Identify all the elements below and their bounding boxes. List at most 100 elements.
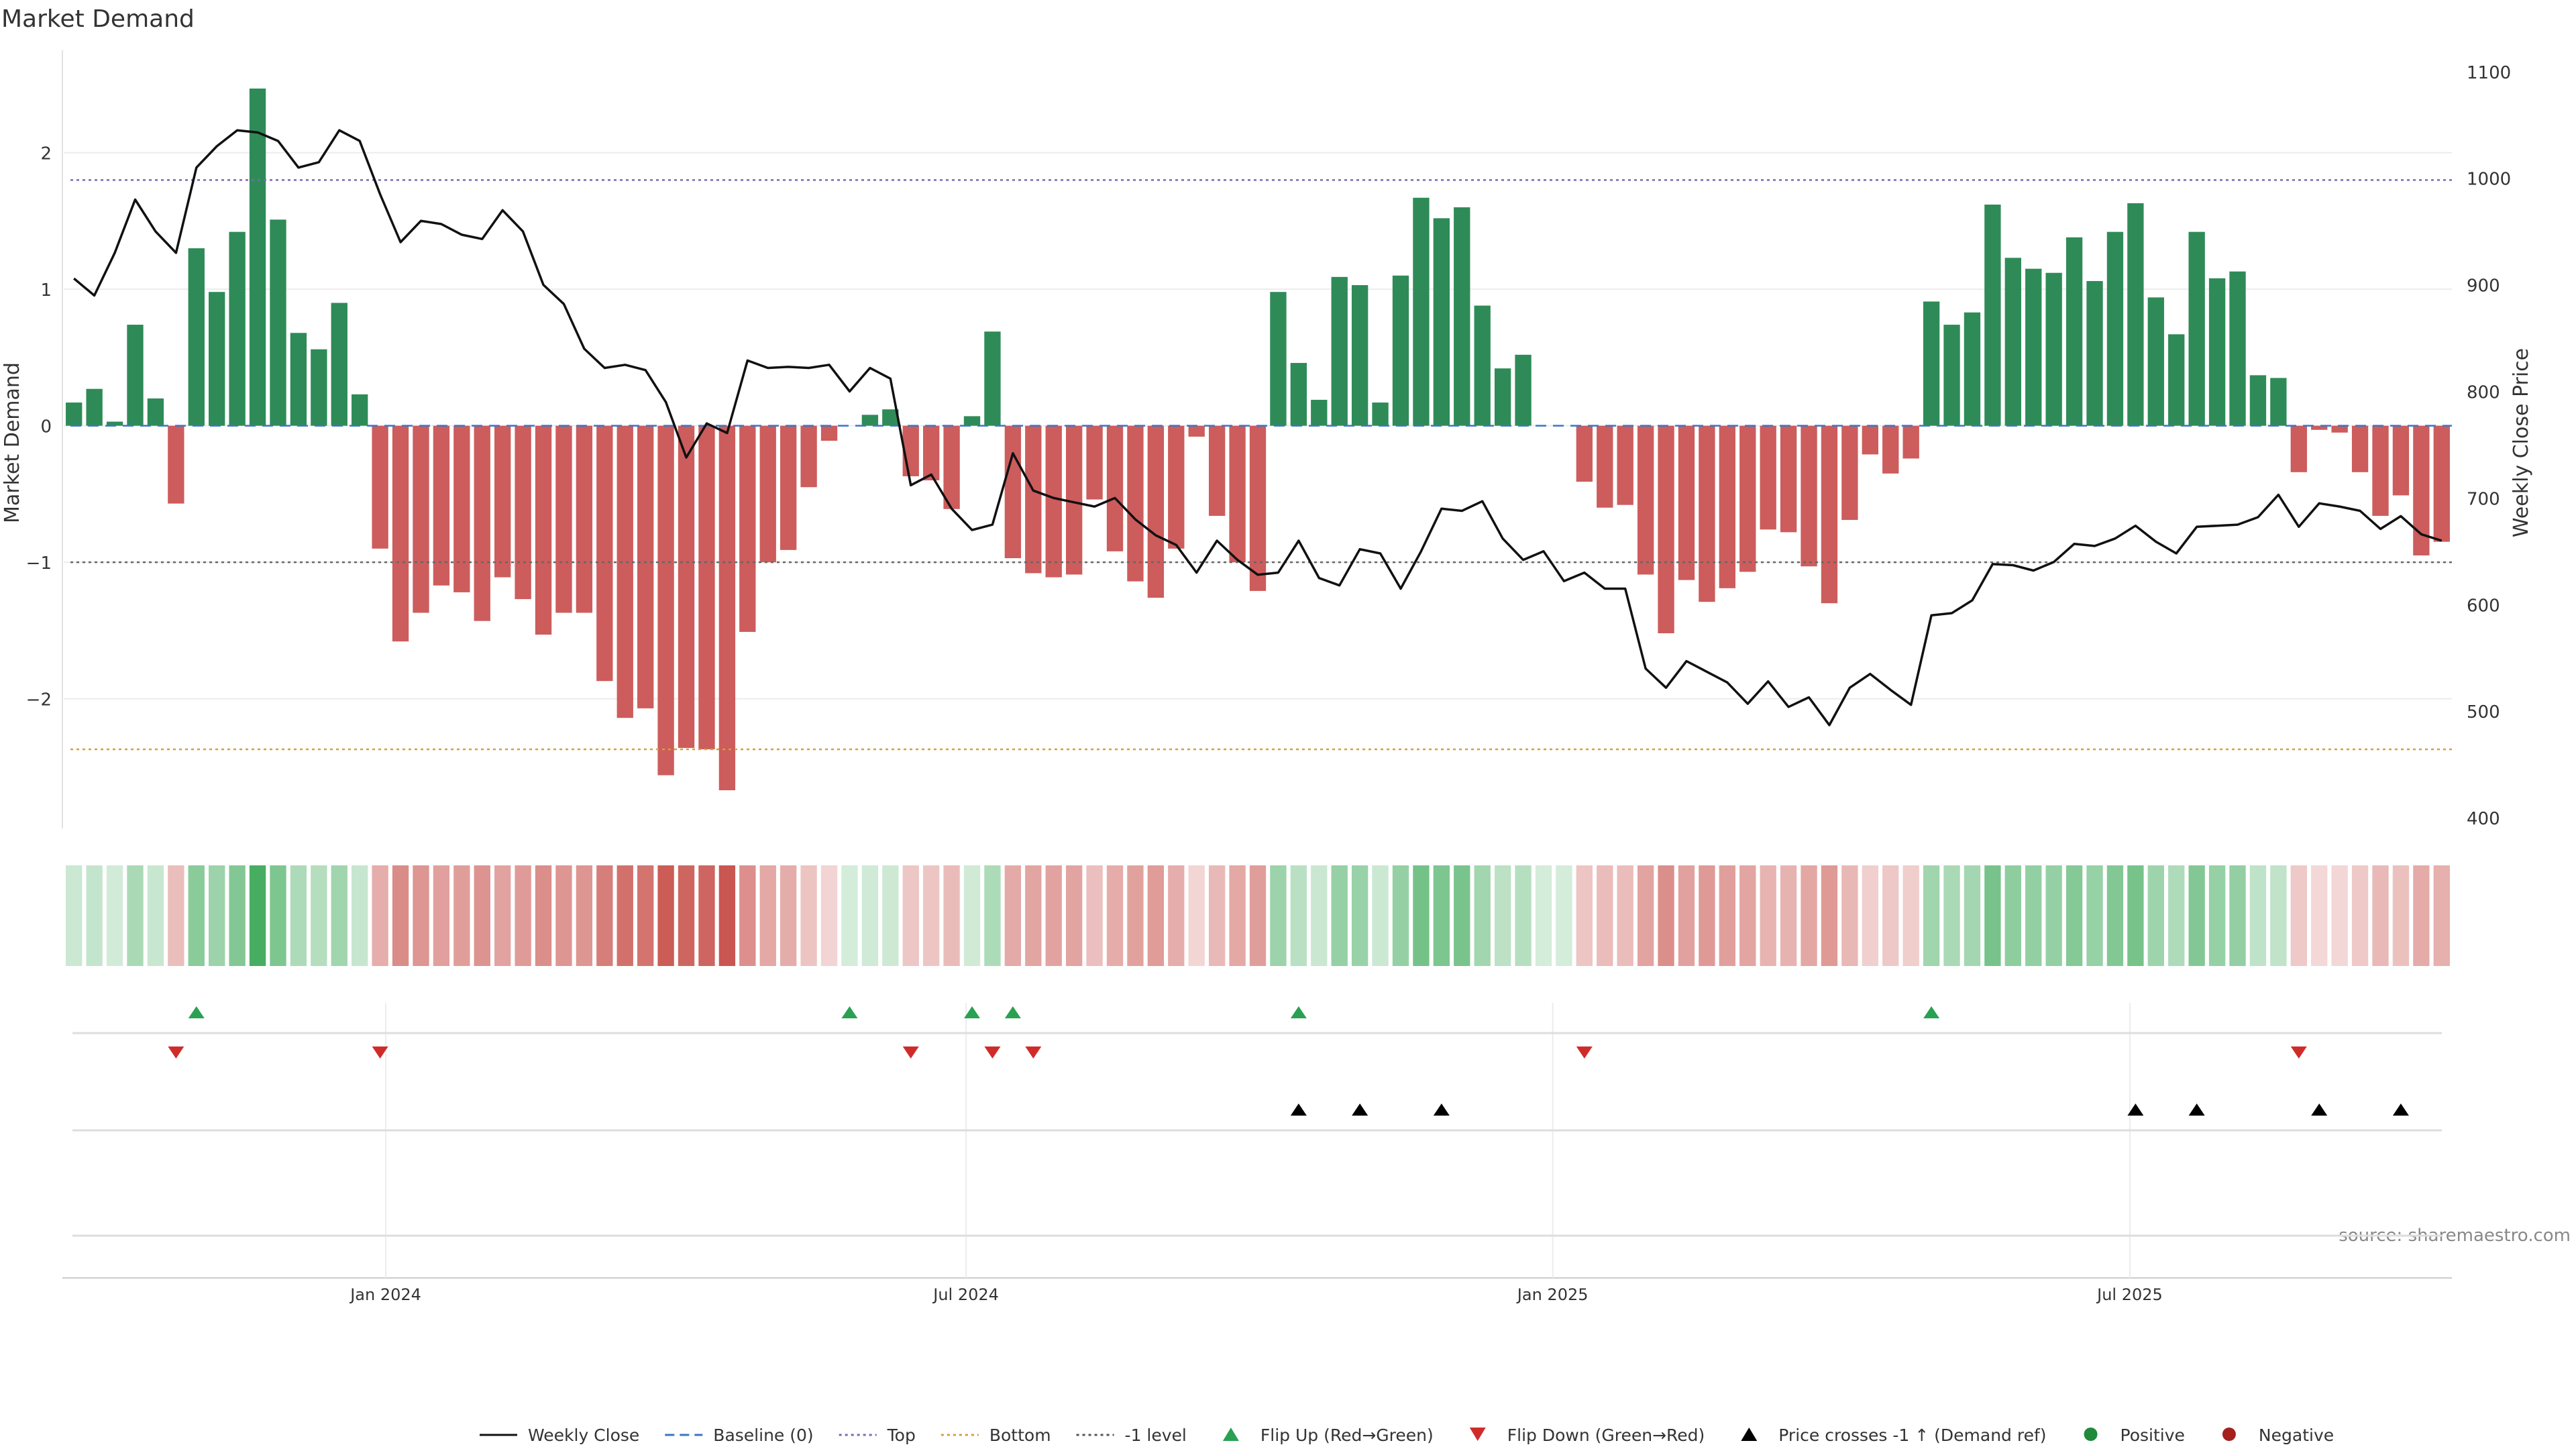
heat-cell [1984,865,2001,966]
heat-cell [1617,865,1633,966]
heat-cell [1658,865,1674,966]
legend-negative-swatch [2222,1428,2236,1441]
heat-cell [1127,865,1144,966]
heat-cell [2270,865,2287,966]
demand-bar [229,231,246,426]
heat-cell [2045,865,2062,966]
demand-bar [188,248,205,426]
heat-cell [453,865,470,966]
demand-bar [2168,334,2185,426]
flip-up-marker [1290,1006,1307,1018]
demand-bar [1923,301,1940,426]
demand-bar [963,416,981,426]
demand-bar [1637,425,1654,575]
flip-down-marker [1576,1046,1593,1059]
heat-cell [392,865,409,966]
demand-bar [1454,207,1470,426]
heat-cell [1208,865,1226,966]
flip-down-marker [168,1046,184,1059]
demand-bar [1004,425,1022,559]
heat-cell [1556,865,1572,966]
heat-cell [596,865,613,966]
price-cross-marker [2311,1104,2328,1116]
y-axis-label: Market Demand [1,362,24,523]
legend-bottom-label: Bottom [989,1426,1051,1445]
legend-flip-up-red-green-swatch [1222,1428,1239,1441]
demand-bar [515,425,531,600]
demand-bar [1045,425,1062,578]
heat-cell [1045,865,1062,966]
y2-tick-label: 1100 [2467,63,2511,83]
demand-bar [127,325,144,426]
heat-cell [1821,865,1838,966]
heat-cell [2106,865,2124,966]
heat-cell [1943,865,1960,966]
demand-bar [2290,425,2307,472]
demand-bar [2127,203,2144,426]
demand-bar [576,425,593,613]
heat-cell [780,865,797,966]
demand-bar [1515,354,1532,426]
demand-bar [433,425,450,586]
y2-tick-label: 500 [2467,702,2500,722]
y2-tick-label: 700 [2467,489,2500,509]
flip-up-marker [1004,1006,1021,1018]
demand-bar [1801,425,1817,567]
heat-cell [1801,865,1817,966]
heat-cell [2229,865,2246,966]
demand-bar [270,219,286,426]
demand-bar [1597,425,1613,508]
demand-bar [2311,425,2328,430]
demand-bar [535,425,552,635]
demand-bar [698,425,715,749]
heat-cell [1454,865,1470,966]
chart-title: Market Demand [1,5,195,33]
demand-bar [1821,425,1838,604]
demand-bar [1433,218,1450,426]
y2-tick-label: 800 [2467,382,2500,402]
heat-cell [168,865,184,966]
demand-bar [1372,402,1389,426]
demand-bar [1168,425,1185,549]
demand-bar [147,398,164,426]
heat-cell [963,865,981,966]
chart-marks: 2 1 0 −1 −2 1100 1000 900 800 700 600 500 400 Jan 202… [26,50,2511,1445]
demand-bar [1249,425,1267,591]
demand-bar [1351,285,1368,426]
heat-cell [698,865,715,966]
heat-cell [249,865,266,966]
demand-bar [2270,378,2287,426]
heat-cell [1065,865,1083,966]
legend-flip-down-green-red-label: Flip Down (Green→Red) [1507,1426,1705,1445]
heat-cell [2351,865,2369,966]
heat-cell [820,865,838,966]
heat-cell [209,865,225,966]
heat-cell [1106,865,1124,966]
heat-cell [2168,865,2185,966]
demand-bar [2106,231,2124,426]
heat-cell [1290,865,1307,966]
heat-cell [331,865,347,966]
heat-cell [1188,865,1205,966]
heat-cell [759,865,776,966]
heat-cell [1147,865,1165,966]
heat-cell [841,865,858,966]
legend-price-crosses-1-demand-ref-swatch [1741,1428,1758,1441]
price-cross-marker [2392,1104,2409,1116]
heat-cell [800,865,817,966]
weekly-close-line [73,129,2443,727]
demand-bar [311,349,327,426]
heat-cell [2208,865,2226,966]
demand-bar [2004,258,2021,426]
demand-bar [2208,278,2226,426]
heat-cell [1270,865,1287,966]
demand-bar [984,331,1001,426]
demand-bar [1311,399,1328,426]
demand-bar [1025,425,1042,574]
demand-bar [637,425,654,708]
flip-down-marker [372,1046,388,1059]
demand-bar [2351,425,2369,472]
price-cross-marker [1433,1104,1450,1116]
heat-cell [861,865,879,966]
demand-bar [1127,425,1144,582]
